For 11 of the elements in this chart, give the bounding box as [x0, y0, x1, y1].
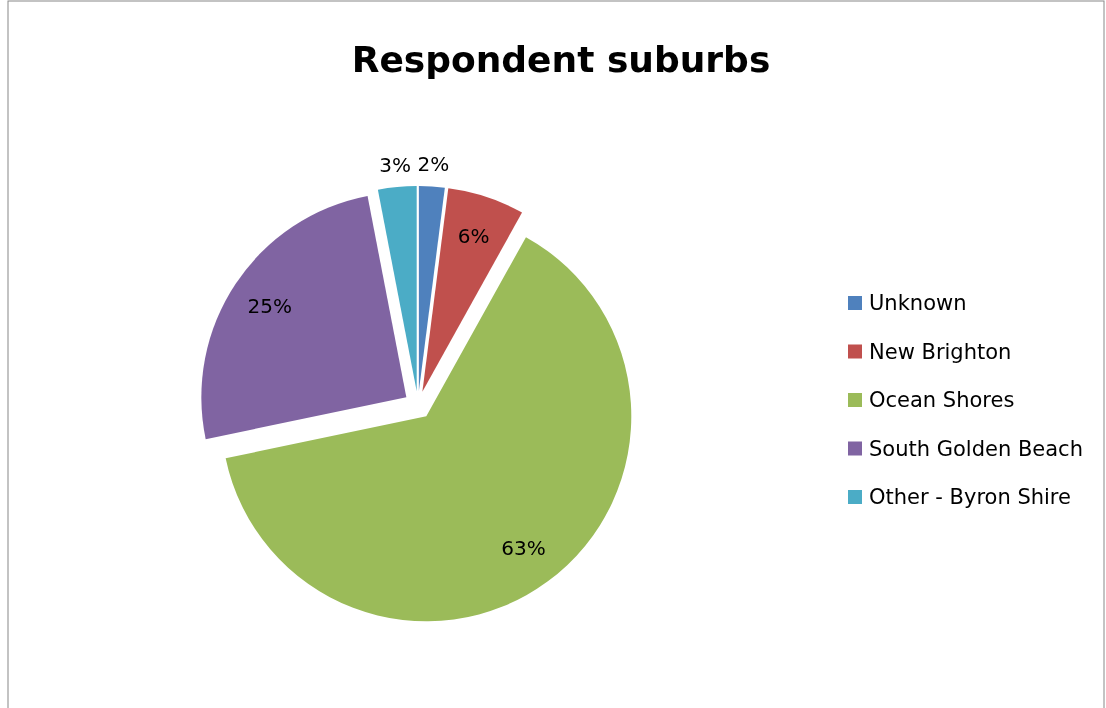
data-label: 3%	[379, 153, 411, 178]
data-label: 6%	[457, 223, 490, 248]
legend-label: Ocean Shores	[869, 388, 1015, 413]
legend-label: New Brighton	[869, 339, 1012, 364]
data-label: 2%	[417, 152, 450, 177]
legend-label: South Golden Beach	[869, 436, 1083, 461]
legend-label: Unknown	[869, 291, 967, 316]
data-label: 25%	[247, 294, 293, 319]
legend-label: Other - Byron Shire	[869, 485, 1071, 510]
chart-title: Respondent suburbs	[351, 39, 771, 80]
data-label: 63%	[501, 536, 546, 561]
